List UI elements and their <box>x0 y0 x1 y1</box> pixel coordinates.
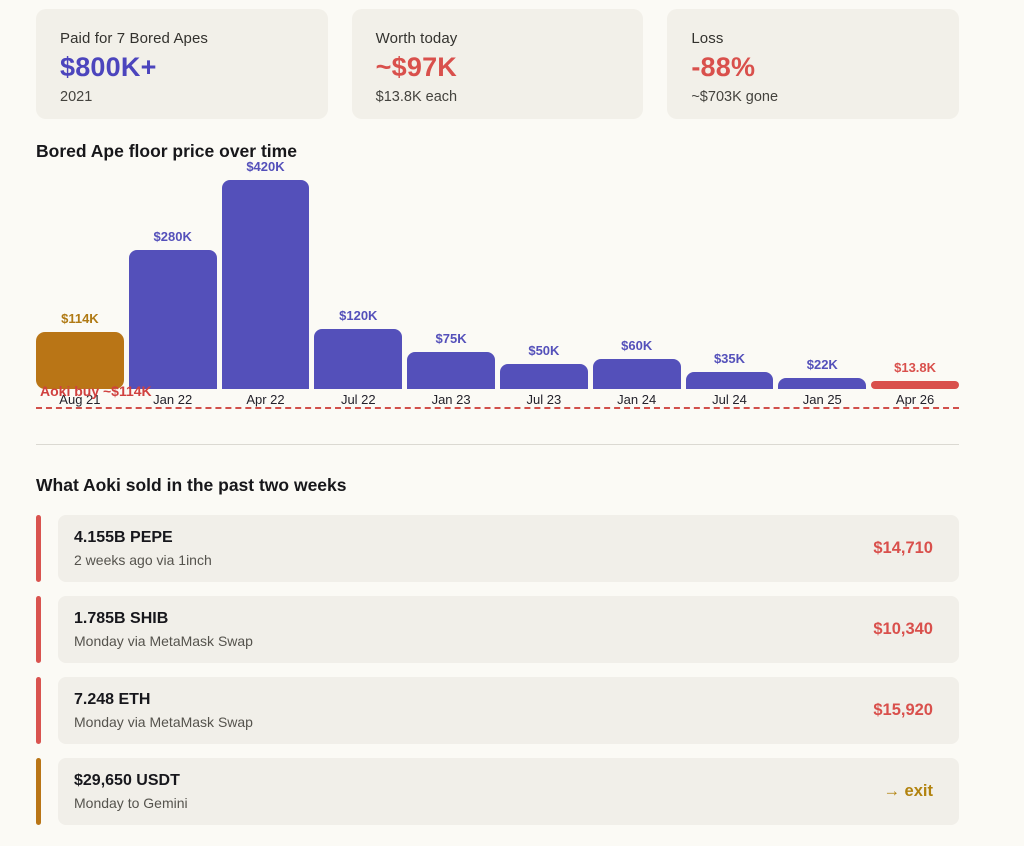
sold-value: $10,340 <box>873 620 933 638</box>
chart-bar <box>592 359 681 389</box>
sold-row: 4.155B PEPE 2 weeks ago via 1inch $14,71… <box>36 515 959 582</box>
bar-value-label: $13.8K <box>894 360 937 375</box>
row-accent-bar <box>36 758 41 825</box>
sold-card: 1.785B SHIB Monday via MetaMask Swap $10… <box>58 596 959 663</box>
sold-value: $14,710 <box>873 539 933 557</box>
stat-value: $800K+ <box>60 52 157 82</box>
stat-label: Loss <box>691 30 724 47</box>
chart-bar <box>499 364 588 389</box>
bar-value-label: $60K <box>621 338 653 353</box>
sold-list: 4.155B PEPE 2 weeks ago via 1inch $14,71… <box>36 515 959 825</box>
section-divider <box>36 444 959 445</box>
chart-title: Bored Ape floor price over time <box>36 141 297 161</box>
sold-title: 7.248 ETH <box>74 691 151 708</box>
chart-bar-slot: $13.8K <box>871 360 959 389</box>
row-accent-bar <box>36 596 41 663</box>
sold-sub: Monday to Gemini <box>74 795 188 811</box>
sold-card: 7.248 ETH Monday via MetaMask Swap $15,9… <box>58 677 959 744</box>
stat-card: Worth today ~$97K $13.8K each <box>351 9 644 119</box>
sold-text: 7.248 ETH Monday via MetaMask Swap <box>74 691 253 730</box>
stat-card: Loss -88% ~$703K gone <box>667 9 960 119</box>
stat-sub: $13.8K each <box>375 89 458 105</box>
chart-bar <box>871 381 959 389</box>
floor-price-chart: Bored Ape floor price over time $114K $2… <box>36 119 959 409</box>
row-accent-bar <box>36 677 41 744</box>
stat-sub: ~$703K gone <box>691 89 779 105</box>
dashboard-page: Paid for 7 Bored Apes $800K+ 2021 Worth … <box>0 9 1024 846</box>
stats-row: Paid for 7 Bored Apes $800K+ 2021 Worth … <box>36 9 960 119</box>
stat-value: -88% <box>691 52 756 82</box>
chart-bar-slot: $50K <box>499 343 588 389</box>
row-accent-bar <box>36 515 41 582</box>
bar-value-label: $114K <box>61 311 99 326</box>
sold-title: $29,650 USDT <box>74 772 180 789</box>
bar-value-label: $35K <box>713 351 746 366</box>
sold-section-heading: What Aoki sold in the past two weeks <box>36 475 347 495</box>
sold-row: 7.248 ETH Monday via MetaMask Swap $15,9… <box>36 677 959 744</box>
stat-label: Paid for 7 Bored Apes <box>60 30 209 47</box>
sold-sub: Monday via MetaMask Swap <box>74 633 253 649</box>
chart-bar-slot: $420K <box>221 159 310 389</box>
chart-bar <box>778 378 867 389</box>
bar-value-label: $50K <box>528 343 560 358</box>
stat-sub: 2021 <box>60 89 93 105</box>
x-axis-tick-label: Jan 25 <box>802 392 842 407</box>
buy-price-annotation: Aoki buy ~$114K <box>40 383 152 399</box>
sold-text: $29,650 USDT Monday to Gemini <box>74 772 188 811</box>
x-axis-tick-label: Jan 22 <box>153 392 193 407</box>
chart-bar-slot: $75K <box>407 331 495 389</box>
chart-bar <box>314 329 403 389</box>
stat-value: ~$97K <box>375 52 457 82</box>
chart-bar <box>128 250 217 389</box>
bar-value-label: $280K <box>153 229 192 244</box>
x-axis-tick-label: Jan 23 <box>431 392 471 407</box>
exit-link[interactable]: → exit <box>883 782 933 800</box>
chart-bars: $114K $280K $420K $120K $75K $50K $60K $… <box>36 159 959 389</box>
chart-bar-slot: $114K <box>36 311 124 389</box>
sold-text: 1.785B SHIB Monday via MetaMask Swap <box>74 610 253 649</box>
sold-sub: 2 weeks ago via 1inch <box>74 552 212 568</box>
stat-card: Paid for 7 Bored Apes $800K+ 2021 <box>36 9 328 119</box>
x-axis-tick-label: Apr 22 <box>246 392 285 407</box>
chart-bar-slot: $120K <box>314 308 403 389</box>
bar-value-label: $75K <box>435 331 467 346</box>
sold-card: $29,650 USDT Monday to Gemini → exit <box>58 758 959 825</box>
x-axis-tick-label: Aug 21 <box>59 392 101 407</box>
sold-row: 1.785B SHIB Monday via MetaMask Swap $10… <box>36 596 959 663</box>
sold-title: 1.785B SHIB <box>74 610 169 627</box>
sold-card: 4.155B PEPE 2 weeks ago via 1inch $14,71… <box>58 515 959 582</box>
sold-title: 4.155B PEPE <box>74 529 173 546</box>
chart-bar-slot: $60K <box>592 338 681 389</box>
sold-value: $15,920 <box>873 701 933 719</box>
chart-bar <box>407 352 495 389</box>
x-axis-tick-label: Jul 22 <box>340 392 376 407</box>
chart-bar-slot: $35K <box>685 351 774 389</box>
bar-value-label: $420K <box>246 159 285 174</box>
chart-bar-slot: $22K <box>778 357 867 389</box>
bar-value-label: $22K <box>806 357 838 372</box>
buy-price-dashed-line <box>36 407 959 409</box>
bar-value-label: $120K <box>339 308 378 323</box>
sold-sub: Monday via MetaMask Swap <box>74 714 253 730</box>
sold-row: $29,650 USDT Monday to Gemini → exit <box>36 758 959 825</box>
chart-x-axis: Aug 21 Jan 22 Apr 22 Jul 22 Jan 23 Jul 23 Jan … <box>36 389 959 409</box>
chart-bar <box>36 332 124 389</box>
x-axis-tick-label: Apr 26 <box>895 392 935 407</box>
chart-bar <box>685 372 774 389</box>
x-axis-tick-label: Jul 24 <box>712 392 747 407</box>
x-axis-tick-label: Jan 24 <box>617 392 657 407</box>
sold-text: 4.155B PEPE 2 weeks ago via 1inch <box>74 529 212 568</box>
chart-bar <box>221 180 310 389</box>
x-axis-tick-label: Jul 23 <box>526 392 562 407</box>
stat-label: Worth today <box>375 30 458 47</box>
chart-bar-slot: $280K <box>128 229 217 389</box>
